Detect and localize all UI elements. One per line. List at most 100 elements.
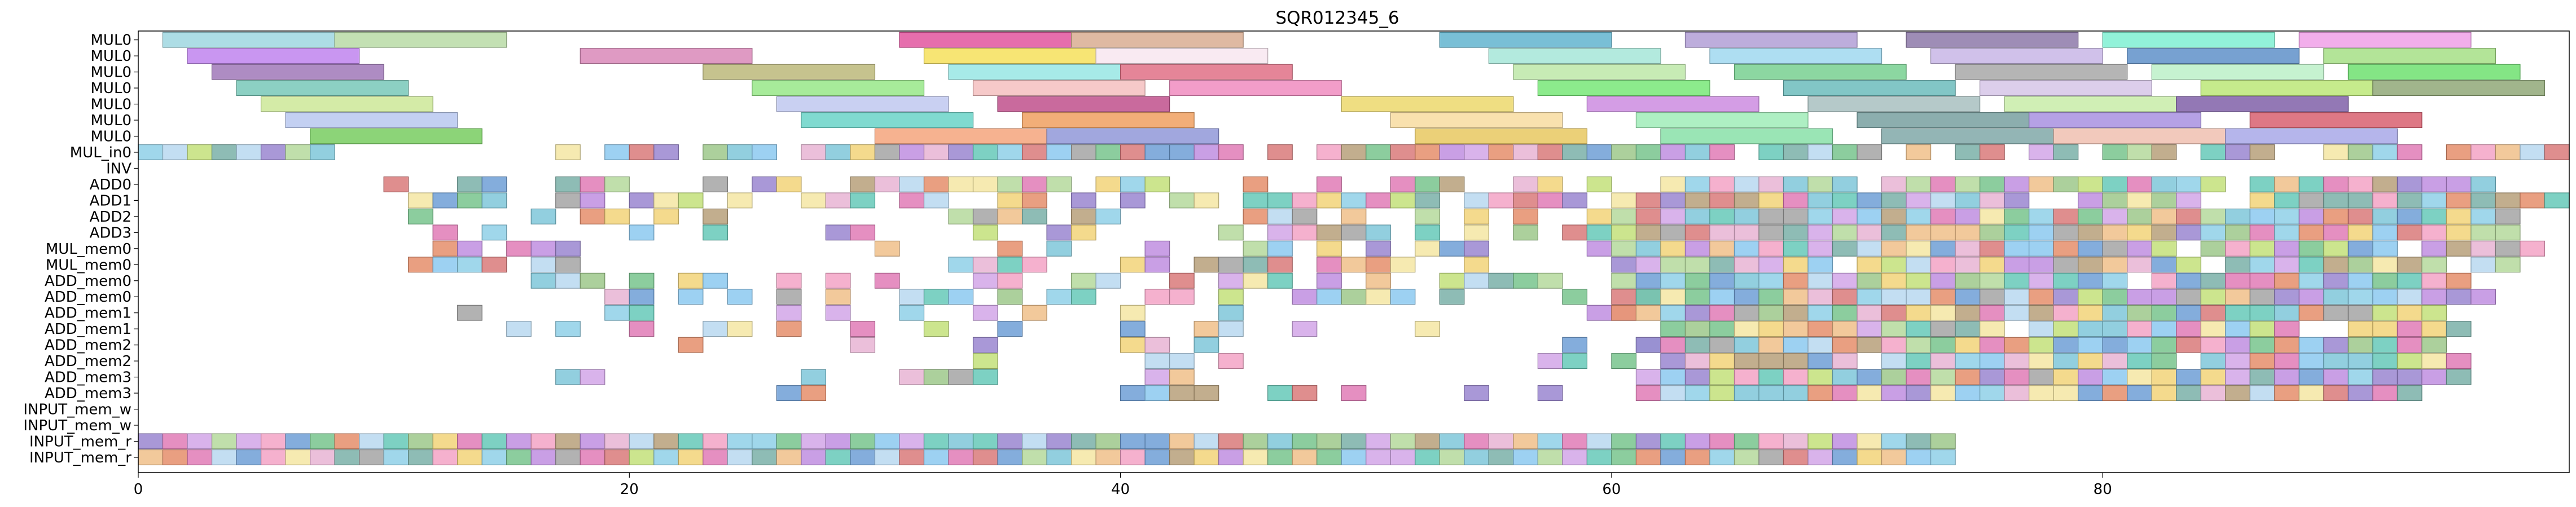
task-bar <box>899 192 925 209</box>
task-bar <box>457 176 482 192</box>
task-bar <box>2151 305 2177 321</box>
task-bar <box>2347 305 2373 321</box>
task-bar <box>1046 449 1072 465</box>
task-bar <box>1955 144 1981 160</box>
task-bar <box>2102 240 2128 257</box>
task-bar <box>1758 385 1784 402</box>
task-bar <box>1120 144 1146 160</box>
task-bar <box>138 144 164 160</box>
task-bar <box>1881 305 1907 321</box>
task-bar <box>1366 449 1391 465</box>
task-bar <box>972 144 998 160</box>
task-bar <box>1562 144 1587 160</box>
task-bar <box>972 176 998 192</box>
task-bar <box>2004 289 2030 305</box>
task-bar <box>506 449 532 465</box>
task-bar <box>874 449 900 465</box>
task-bar <box>1513 64 1686 80</box>
task-bar <box>1709 433 1735 449</box>
task-bar <box>260 144 286 160</box>
task-bar <box>1758 144 1784 160</box>
task-bar <box>629 272 655 289</box>
task-bar <box>1832 353 1858 369</box>
task-bar <box>1857 449 1882 465</box>
task-bar <box>1709 208 1735 224</box>
task-bar <box>1464 433 1489 449</box>
task-bar <box>1586 449 1612 465</box>
task-bar <box>2053 144 2079 160</box>
x-tick-label: 0 <box>134 481 143 498</box>
task-bar <box>162 144 188 160</box>
task-bar <box>629 144 655 160</box>
task-bar <box>2029 305 2054 321</box>
task-bar <box>923 176 949 192</box>
task-bar <box>2151 289 2177 305</box>
task-bar <box>1980 176 2005 192</box>
task-bar <box>1169 144 1195 160</box>
task-bar <box>555 192 581 209</box>
task-bar <box>2372 208 2398 224</box>
task-bar <box>457 257 482 273</box>
task-bar <box>2029 353 2054 369</box>
task-bar <box>383 449 409 465</box>
task-bar <box>310 128 482 144</box>
task-bar <box>1070 433 1096 449</box>
task-bar <box>923 48 1096 64</box>
task-bar <box>2298 192 2324 209</box>
task-bar <box>923 449 949 465</box>
task-bar <box>1169 353 1195 369</box>
task-bar <box>2372 80 2546 96</box>
task-bar <box>703 144 728 160</box>
task-bar <box>1513 449 1538 465</box>
task-bar <box>1906 305 1932 321</box>
task-bar <box>2495 240 2521 257</box>
task-bar <box>850 192 876 209</box>
task-bar <box>1415 433 1440 449</box>
task-bar <box>2176 337 2201 353</box>
task-bar <box>2323 305 2349 321</box>
task-bar <box>1709 305 1735 321</box>
task-bar <box>1906 240 1932 257</box>
task-bar <box>555 240 581 257</box>
task-bar <box>899 176 925 192</box>
task-bar <box>2200 144 2226 160</box>
task-bar <box>2053 337 2079 353</box>
task-bar <box>555 176 581 192</box>
task-bar <box>1758 192 1784 209</box>
task-bar <box>825 272 851 289</box>
task-bar <box>2397 272 2423 289</box>
task-bar <box>1243 433 1269 449</box>
task-bar <box>1611 289 1637 305</box>
task-bar <box>1906 433 1932 449</box>
task-bar <box>1193 144 1219 160</box>
task-bar <box>1930 240 1956 257</box>
task-bar <box>580 433 605 449</box>
task-bar <box>2347 208 2373 224</box>
task-bar <box>2151 272 2177 289</box>
task-bar <box>1070 272 1096 289</box>
task-bar <box>2298 272 2324 289</box>
task-bar <box>1193 385 1219 402</box>
y-tick-label: ADD_mem1 <box>45 321 131 338</box>
task-bar <box>1930 369 1956 385</box>
task-bar <box>1070 144 1096 160</box>
task-bar <box>972 305 998 321</box>
task-bar <box>1857 369 1882 385</box>
task-bar <box>1955 321 1981 337</box>
task-bar <box>703 449 728 465</box>
task-bar <box>2274 208 2299 224</box>
task-bar <box>2347 257 2373 273</box>
task-bar <box>481 449 507 465</box>
task-bar <box>801 385 827 402</box>
task-bar <box>2249 208 2275 224</box>
task-bar <box>1930 321 1956 337</box>
task-bar <box>1906 289 1932 305</box>
task-bar <box>1807 353 1833 369</box>
task-bar <box>1415 449 1440 465</box>
task-bar <box>481 176 507 192</box>
task-bar <box>899 305 925 321</box>
task-bar <box>948 144 974 160</box>
task-bar <box>2004 224 2030 241</box>
task-bar <box>1169 80 1342 96</box>
task-bar <box>629 449 655 465</box>
